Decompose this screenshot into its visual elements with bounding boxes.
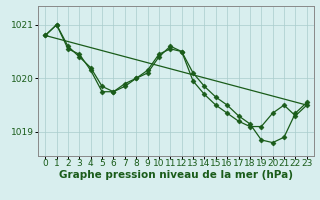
X-axis label: Graphe pression niveau de la mer (hPa): Graphe pression niveau de la mer (hPa): [59, 170, 293, 180]
